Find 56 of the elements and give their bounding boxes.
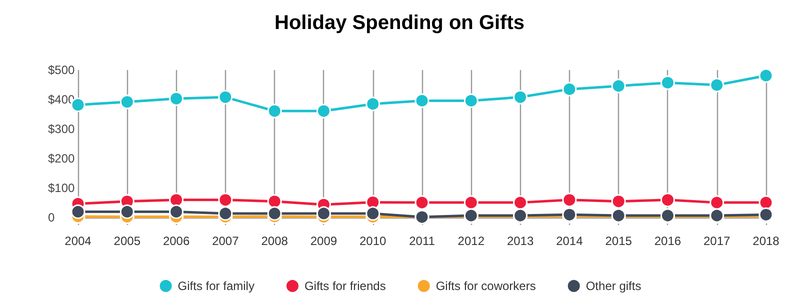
x-tick-label: 2017 [704,234,731,248]
point [267,104,282,118]
point [267,206,282,221]
y-tick-label: $300 [48,122,76,136]
point [218,90,233,104]
chart-title: Holiday Spending on Gifts [274,12,524,34]
y-tick-label: $500 [48,63,76,77]
legend-label: Gifts for coworkers [436,279,536,293]
legend-label: Gifts for family [178,279,254,293]
x-tick-label: 2015 [605,234,632,248]
y-tick-label: $200 [48,152,76,166]
point [758,68,774,83]
point [513,90,528,104]
y-tick-label: $100 [48,181,76,196]
point [710,195,724,210]
point [120,204,134,219]
x-tick-label: 2010 [360,234,387,248]
point [464,195,478,210]
y-tick-label: 0 [48,210,55,225]
point [414,195,430,210]
point [169,204,184,219]
point [513,195,528,210]
legend-label: Other gifts [586,279,642,293]
point [218,206,233,221]
point [70,204,86,219]
point [660,192,675,208]
point [562,82,577,96]
x-tick-label: 2004 [64,234,92,248]
x-tick-label: 2016 [654,234,682,248]
x-tick-label: 2018 [752,234,780,248]
point [414,93,430,108]
point [562,192,577,208]
point [218,192,233,208]
x-tick-label: 2013 [506,234,534,248]
point [366,206,380,221]
x-tick-label: 2006 [162,234,190,248]
point [464,93,478,108]
point [611,78,626,94]
point [169,91,184,106]
point [267,194,282,209]
x-tick-label: 2009 [310,234,338,248]
point [316,206,331,221]
x-tick-label: 2012 [458,234,485,248]
legend-label: Gifts for friends [304,279,386,293]
x-tick-label: 2014 [556,234,584,248]
point [660,75,675,90]
x-tick-label: 2008 [261,234,288,248]
point [366,96,380,112]
x-tick-label: 2005 [114,234,141,248]
point [120,94,134,110]
point [758,195,774,210]
x-tick-label: 2011 [409,234,436,248]
point [710,78,724,92]
point [316,104,331,118]
x-tick-label: 2007 [212,234,240,248]
point [611,194,626,209]
